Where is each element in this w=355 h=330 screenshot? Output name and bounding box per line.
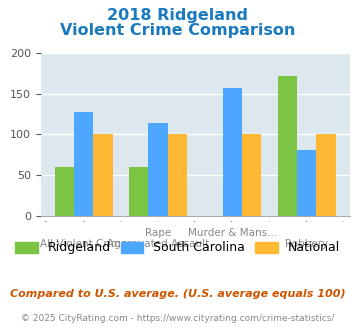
Bar	[74, 112, 93, 216]
Bar	[278, 76, 297, 216]
Text: All Violent Crime: All Violent Crime	[40, 239, 127, 249]
Text: Rape: Rape	[145, 228, 171, 238]
Text: Violent Crime Comparison: Violent Crime Comparison	[60, 23, 295, 38]
Text: Robbery: Robbery	[285, 239, 328, 249]
Bar	[297, 150, 316, 216]
Bar	[129, 167, 148, 216]
Bar	[55, 167, 74, 216]
Text: Murder & Mans...: Murder & Mans...	[188, 228, 277, 238]
Bar	[223, 88, 242, 216]
Bar	[316, 135, 335, 216]
Bar	[242, 135, 261, 216]
Legend: Ridgeland, South Carolina, National: Ridgeland, South Carolina, National	[10, 236, 345, 259]
Bar	[168, 135, 187, 216]
Bar	[93, 135, 113, 216]
Text: Compared to U.S. average. (U.S. average equals 100): Compared to U.S. average. (U.S. average …	[10, 289, 345, 299]
Text: 2018 Ridgeland: 2018 Ridgeland	[107, 8, 248, 23]
Text: © 2025 CityRating.com - https://www.cityrating.com/crime-statistics/: © 2025 CityRating.com - https://www.city…	[21, 314, 334, 323]
Text: Aggravated Assault: Aggravated Assault	[107, 239, 209, 249]
Bar	[148, 123, 168, 216]
